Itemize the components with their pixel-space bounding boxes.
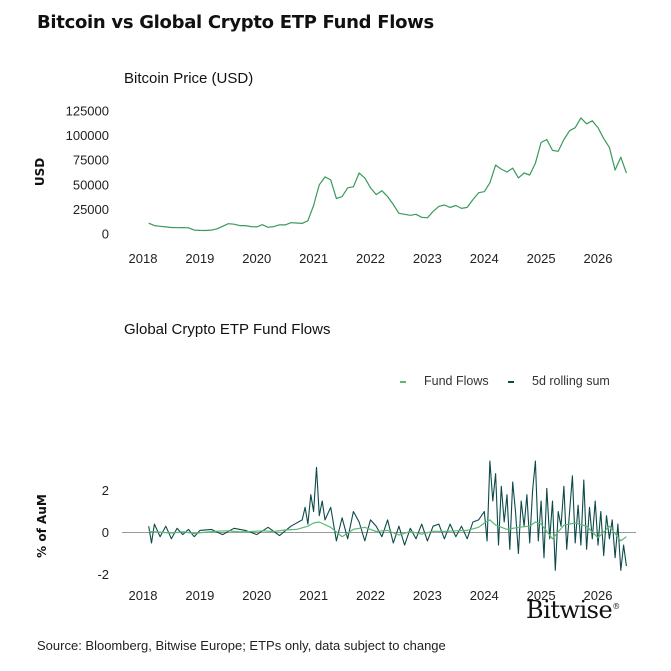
y-tick-label: 100000 <box>66 128 109 143</box>
y-tick-label: -2 <box>97 567 109 582</box>
fund-flows-line <box>148 519 627 542</box>
y-tick-label: 2 <box>102 483 109 498</box>
x-tick-label: 2026 <box>584 251 613 266</box>
brand-name: Bitwise <box>526 596 613 624</box>
source-note: Source: Bloomberg, Bitwise Europe; ETPs … <box>37 638 446 653</box>
bitwise-logo: Bitwise® <box>526 596 620 624</box>
x-tick-label: 2020 <box>242 251 271 266</box>
y-tick-label: 0 <box>102 525 109 540</box>
y-tick-label: 50000 <box>73 177 109 192</box>
legend-label-fund-flows: Fund Flows <box>424 374 489 388</box>
rolling-sum-line <box>148 460 627 571</box>
flows-panel-title: Global Crypto ETP Fund Flows <box>124 321 331 338</box>
y-axis-label: % of AuM <box>35 494 49 558</box>
y-tick-label: 75000 <box>73 153 109 168</box>
x-tick-label: 2022 <box>356 588 385 603</box>
legend-swatch-rolling-sum <box>508 380 514 383</box>
y-tick-label: 25000 <box>73 202 109 217</box>
price-panel-title: Bitcoin Price (USD) <box>124 70 254 87</box>
x-tick-label: 2024 <box>470 251 499 266</box>
brand-mark: ® <box>612 602 620 611</box>
legend-item-fund-flows: Fund Flows <box>400 374 489 388</box>
x-tick-label: 2018 <box>129 251 158 266</box>
legend-swatch-fund-flows <box>400 380 406 383</box>
x-tick-label: 2024 <box>470 588 499 603</box>
x-tick-label: 2026 <box>584 588 613 603</box>
chart-title: Bitcoin vs Global Crypto ETP Fund Flows <box>37 12 434 33</box>
x-tick-label: 2019 <box>185 251 214 266</box>
x-tick-label: 2019 <box>185 588 214 603</box>
x-tick-label: 2023 <box>413 251 442 266</box>
x-tick-label: 2021 <box>299 588 328 603</box>
legend-item-rolling-sum: 5d rolling sum <box>508 374 610 388</box>
x-tick-label: 2021 <box>299 251 328 266</box>
x-tick-label: 2023 <box>413 588 442 603</box>
price-chart: 0 25000 50000 75000 100000 125000 2018 2019 2020… <box>33 104 627 266</box>
x-tick-label: 2018 <box>129 588 158 603</box>
x-tick-label: 2025 <box>527 251 556 266</box>
y-axis-label: USD <box>33 158 47 186</box>
x-tick-label: 2025 <box>527 588 556 603</box>
legend-label-rolling-sum: 5d rolling sum <box>532 374 610 388</box>
x-tick-label: 2020 <box>242 588 271 603</box>
y-tick-label: 125000 <box>66 104 109 119</box>
y-tick-label: 0 <box>102 227 109 242</box>
x-tick-label: 2022 <box>356 251 385 266</box>
price-line <box>148 117 627 232</box>
